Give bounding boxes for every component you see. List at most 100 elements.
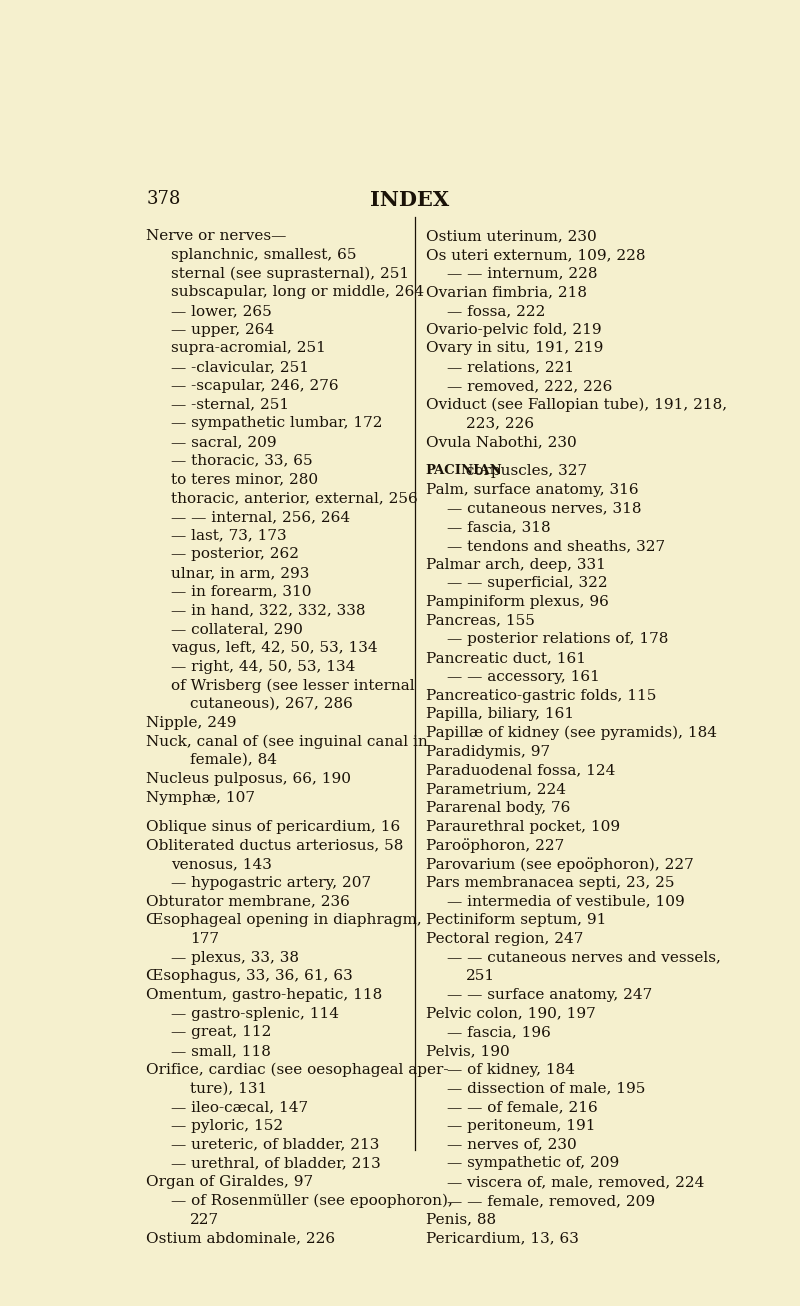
Text: Obliterated ductus arteriosus, 58: Obliterated ductus arteriosus, 58 — [146, 838, 404, 853]
Text: Pelvic colon, 190, 197: Pelvic colon, 190, 197 — [426, 1007, 595, 1021]
Text: 227: 227 — [190, 1212, 219, 1226]
Text: — -scapular, 246, 276: — -scapular, 246, 276 — [171, 379, 339, 393]
Text: Pancreatic duct, 161: Pancreatic duct, 161 — [426, 652, 586, 665]
Text: cutaneous), 267, 286: cutaneous), 267, 286 — [190, 697, 353, 710]
Text: Ovarian fimbria, 218: Ovarian fimbria, 218 — [426, 285, 586, 299]
Text: — tendons and sheaths, 327: — tendons and sheaths, 327 — [447, 539, 666, 552]
Text: — posterior, 262: — posterior, 262 — [171, 547, 299, 562]
Text: — viscera of, male, removed, 224: — viscera of, male, removed, 224 — [447, 1175, 705, 1190]
Text: — fossa, 222: — fossa, 222 — [447, 304, 546, 317]
Text: — — surface anatomy, 247: — — surface anatomy, 247 — [447, 989, 653, 1002]
Text: vagus, left, 42, 50, 53, 134: vagus, left, 42, 50, 53, 134 — [171, 641, 378, 654]
Text: Oviduct (see Fallopian tube), 191, 218,: Oviduct (see Fallopian tube), 191, 218, — [426, 397, 726, 411]
Text: — relations, 221: — relations, 221 — [447, 360, 574, 374]
Text: of Wrisberg (see lesser internal: of Wrisberg (see lesser internal — [171, 678, 415, 692]
Text: sternal (see suprasternal), 251: sternal (see suprasternal), 251 — [171, 266, 410, 281]
Text: — removed, 222, 226: — removed, 222, 226 — [447, 379, 613, 393]
Text: Ostium abdominale, 226: Ostium abdominale, 226 — [146, 1232, 336, 1246]
Text: — sacral, 209: — sacral, 209 — [171, 435, 277, 449]
Text: — — accessory, 161: — — accessory, 161 — [447, 670, 600, 684]
Text: — of kidney, 184: — of kidney, 184 — [447, 1063, 575, 1077]
Text: — sympathetic lumbar, 172: — sympathetic lumbar, 172 — [171, 417, 383, 430]
Text: Papillæ of kidney (see pyramids), 184: Papillæ of kidney (see pyramids), 184 — [426, 726, 717, 741]
Text: — ileo-cæcal, 147: — ileo-cæcal, 147 — [171, 1101, 309, 1114]
Text: 223, 226: 223, 226 — [466, 417, 534, 430]
Text: Pampiniform plexus, 96: Pampiniform plexus, 96 — [426, 596, 608, 609]
Text: 378: 378 — [146, 189, 181, 208]
Text: corpuscles, 327: corpuscles, 327 — [461, 464, 587, 478]
Text: Pericardium, 13, 63: Pericardium, 13, 63 — [426, 1232, 578, 1246]
Text: — — internal, 256, 264: — — internal, 256, 264 — [171, 509, 350, 524]
Text: — sympathetic of, 209: — sympathetic of, 209 — [447, 1157, 619, 1170]
Text: Pectoral region, 247: Pectoral region, 247 — [426, 932, 583, 946]
Text: — cutaneous nerves, 318: — cutaneous nerves, 318 — [447, 502, 642, 516]
Text: — collateral, 290: — collateral, 290 — [171, 622, 303, 636]
Text: — small, 118: — small, 118 — [171, 1045, 271, 1058]
Text: Paradidymis, 97: Paradidymis, 97 — [426, 744, 550, 759]
Text: — — of female, 216: — — of female, 216 — [447, 1101, 598, 1114]
Text: venosus, 143: venosus, 143 — [171, 857, 272, 871]
Text: — posterior relations of, 178: — posterior relations of, 178 — [447, 632, 669, 646]
Text: — gastro-splenic, 114: — gastro-splenic, 114 — [171, 1007, 339, 1021]
Text: Nipple, 249: Nipple, 249 — [146, 716, 237, 730]
Text: Os uteri externum, 109, 228: Os uteri externum, 109, 228 — [426, 248, 645, 261]
Text: — hypogastric artery, 207: — hypogastric artery, 207 — [171, 876, 371, 889]
Text: Ovary in situ, 191, 219: Ovary in situ, 191, 219 — [426, 341, 603, 355]
Text: Organ of Giraldes, 97: Organ of Giraldes, 97 — [146, 1175, 314, 1190]
Text: — fascia, 318: — fascia, 318 — [447, 520, 551, 534]
Text: Oblique sinus of pericardium, 16: Oblique sinus of pericardium, 16 — [146, 820, 401, 833]
Text: Paraduodenal fossa, 124: Paraduodenal fossa, 124 — [426, 764, 615, 777]
Text: — — cutaneous nerves and vessels,: — — cutaneous nerves and vessels, — [447, 951, 721, 965]
Text: Œsophagus, 33, 36, 61, 63: Œsophagus, 33, 36, 61, 63 — [146, 969, 354, 983]
Text: Nymphæ, 107: Nymphæ, 107 — [146, 790, 255, 804]
Text: Obturator membrane, 236: Obturator membrane, 236 — [146, 895, 350, 909]
Text: — pyloric, 152: — pyloric, 152 — [171, 1119, 283, 1134]
Text: 177: 177 — [190, 932, 219, 946]
Text: Orifice, cardiac (see oesophageal aper-: Orifice, cardiac (see oesophageal aper- — [146, 1063, 449, 1077]
Text: PACINIAN: PACINIAN — [426, 464, 502, 477]
Text: Pancreas, 155: Pancreas, 155 — [426, 614, 534, 628]
Text: Pancreatico-gastric folds, 115: Pancreatico-gastric folds, 115 — [426, 688, 656, 703]
Text: — of Rosenmüller (see epoophoron),: — of Rosenmüller (see epoophoron), — [171, 1194, 453, 1208]
Text: Pelvis, 190: Pelvis, 190 — [426, 1045, 510, 1058]
Text: Palmar arch, deep, 331: Palmar arch, deep, 331 — [426, 558, 606, 572]
Text: — fascia, 196: — fascia, 196 — [447, 1025, 551, 1040]
Text: — — superficial, 322: — — superficial, 322 — [447, 576, 608, 590]
Text: Ostium uterinum, 230: Ostium uterinum, 230 — [426, 229, 596, 243]
Text: 251: 251 — [466, 969, 495, 983]
Text: — nerves of, 230: — nerves of, 230 — [447, 1138, 577, 1152]
Text: Paroöphoron, 227: Paroöphoron, 227 — [426, 838, 564, 853]
Text: — peritoneum, 191: — peritoneum, 191 — [447, 1119, 596, 1134]
Text: — -clavicular, 251: — -clavicular, 251 — [171, 360, 310, 374]
Text: — — internum, 228: — — internum, 228 — [447, 266, 598, 281]
Text: Pars membranacea septi, 23, 25: Pars membranacea septi, 23, 25 — [426, 876, 674, 889]
Text: — great, 112: — great, 112 — [171, 1025, 272, 1040]
Text: to teres minor, 280: to teres minor, 280 — [171, 473, 318, 486]
Text: Paraurethral pocket, 109: Paraurethral pocket, 109 — [426, 820, 620, 833]
Text: — urethral, of bladder, 213: — urethral, of bladder, 213 — [171, 1157, 381, 1170]
Text: Parovarium (see epoöphoron), 227: Parovarium (see epoöphoron), 227 — [426, 857, 694, 872]
Text: — in forearm, 310: — in forearm, 310 — [171, 585, 312, 598]
Text: subscapular, long or middle, 264: subscapular, long or middle, 264 — [171, 285, 425, 299]
Text: Palm, surface anatomy, 316: Palm, surface anatomy, 316 — [426, 483, 638, 496]
Text: Omentum, gastro-hepatic, 118: Omentum, gastro-hepatic, 118 — [146, 989, 382, 1002]
Text: Pectiniform septum, 91: Pectiniform septum, 91 — [426, 913, 606, 927]
Text: ulnar, in arm, 293: ulnar, in arm, 293 — [171, 565, 310, 580]
Text: Nerve or nerves—: Nerve or nerves— — [146, 229, 287, 243]
Text: — intermedia of vestibule, 109: — intermedia of vestibule, 109 — [447, 895, 685, 909]
Text: — upper, 264: — upper, 264 — [171, 323, 274, 337]
Text: Pararenal body, 76: Pararenal body, 76 — [426, 801, 570, 815]
Text: — thoracic, 33, 65: — thoracic, 33, 65 — [171, 453, 313, 468]
Text: Parametrium, 224: Parametrium, 224 — [426, 782, 566, 797]
Text: Papilla, biliary, 161: Papilla, biliary, 161 — [426, 708, 574, 721]
Text: — right, 44, 50, 53, 134: — right, 44, 50, 53, 134 — [171, 660, 356, 674]
Text: INDEX: INDEX — [370, 189, 450, 210]
Text: supra-acromial, 251: supra-acromial, 251 — [171, 341, 326, 355]
Text: — in hand, 322, 332, 338: — in hand, 322, 332, 338 — [171, 603, 366, 618]
Text: — lower, 265: — lower, 265 — [171, 304, 272, 317]
Text: — dissection of male, 195: — dissection of male, 195 — [447, 1081, 646, 1096]
Text: thoracic, anterior, external, 256: thoracic, anterior, external, 256 — [171, 491, 418, 505]
Text: — -sternal, 251: — -sternal, 251 — [171, 397, 290, 411]
Text: Penis, 88: Penis, 88 — [426, 1212, 496, 1226]
Text: Ovario-pelvic fold, 219: Ovario-pelvic fold, 219 — [426, 323, 601, 337]
